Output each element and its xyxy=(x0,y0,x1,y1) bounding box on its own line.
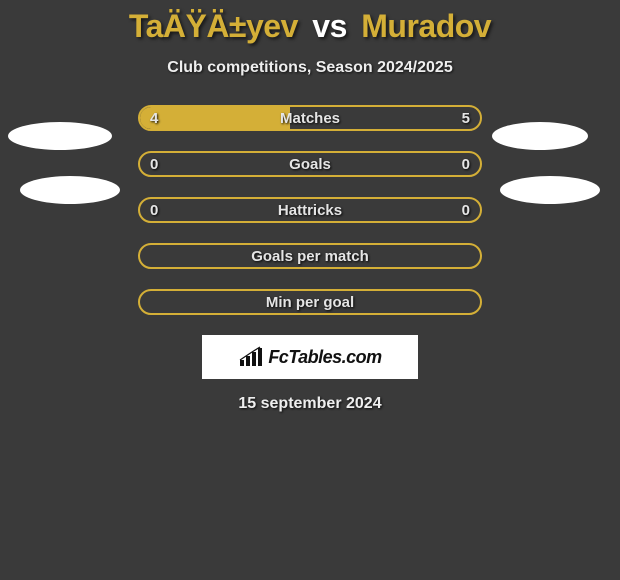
stat-row: 0 Hattricks 0 xyxy=(138,197,482,223)
stat-label: Hattricks xyxy=(278,202,342,219)
stat-row: Min per goal xyxy=(138,289,482,315)
stat-value-right: 0 xyxy=(462,202,470,219)
stat-value-left: 4 xyxy=(150,110,158,127)
page-title: TaÄŸÄ±yev vs Muradov xyxy=(0,0,620,45)
subtitle: Club competitions, Season 2024/2025 xyxy=(0,59,620,77)
decorative-ellipse xyxy=(8,122,112,150)
date-line: 15 september 2024 xyxy=(0,395,620,413)
stat-value-right: 5 xyxy=(462,110,470,127)
decorative-ellipse xyxy=(20,176,120,204)
title-player2: Muradov xyxy=(361,8,491,44)
stat-label: Goals xyxy=(289,156,331,173)
stat-row: Goals per match xyxy=(138,243,482,269)
stat-label: Matches xyxy=(280,110,340,127)
stats-container: 4 Matches 5 0 Goals 0 0 Hattricks 0 Goals per mat… xyxy=(138,105,482,315)
chart-bars-icon xyxy=(238,346,264,368)
title-player1: TaÄŸÄ±yev xyxy=(129,8,298,44)
stat-row: 4 Matches 5 xyxy=(138,105,482,131)
stat-fill-left xyxy=(140,107,290,129)
stat-value-left: 0 xyxy=(150,202,158,219)
stat-value-left: 0 xyxy=(150,156,158,173)
title-vs: vs xyxy=(312,8,347,44)
logo-box[interactable]: FcTables.com xyxy=(202,335,418,379)
logo-text: FcTables.com xyxy=(268,347,381,368)
stat-label: Goals per match xyxy=(251,248,369,265)
stat-label: Min per goal xyxy=(266,294,354,311)
decorative-ellipse xyxy=(492,122,588,150)
stat-value-right: 0 xyxy=(462,156,470,173)
stat-row: 0 Goals 0 xyxy=(138,151,482,177)
decorative-ellipse xyxy=(500,176,600,204)
